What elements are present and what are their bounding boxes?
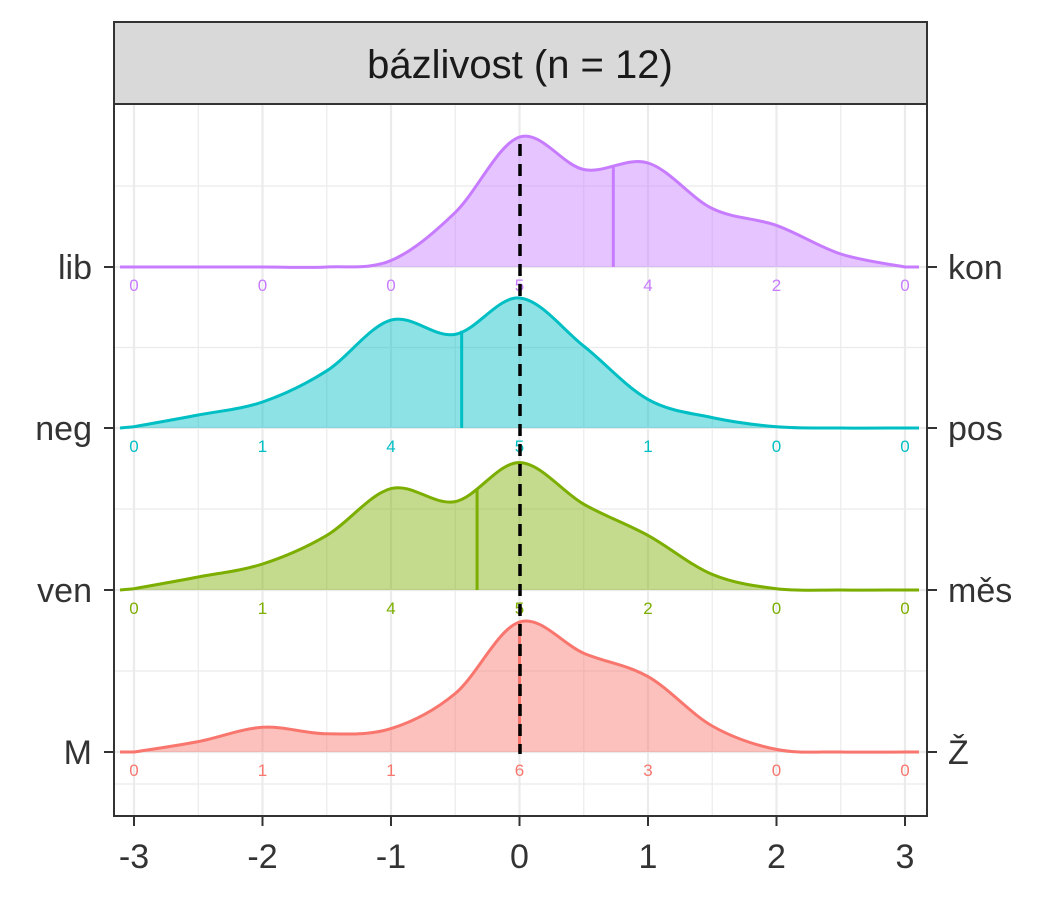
x-tick-label: 0 <box>510 838 529 876</box>
count-label: 1 <box>258 761 267 780</box>
count-label: 1 <box>386 761 395 780</box>
count-label: 0 <box>900 437 909 456</box>
count-label: 3 <box>643 761 652 780</box>
count-label: 0 <box>386 276 395 295</box>
x-tick-label: 2 <box>767 838 786 876</box>
y-label-left: M <box>64 734 92 772</box>
ridge-line <box>119 296 919 430</box>
ridge-lib <box>120 134 919 269</box>
x-tick-label: -2 <box>247 838 277 876</box>
x-tick-label: -3 <box>119 838 149 876</box>
count-label: 0 <box>900 276 909 295</box>
count-label: 0 <box>129 276 138 295</box>
x-axis: -3 -2 -1 0 1 2 3 <box>119 816 915 876</box>
ridge-fill <box>120 297 919 429</box>
count-label: 1 <box>643 437 652 456</box>
y-label-right: kon <box>948 249 1003 287</box>
ridge-line <box>120 134 919 269</box>
count-label: 0 <box>129 599 138 618</box>
count-label: 0 <box>258 276 267 295</box>
count-label: 4 <box>386 437 395 456</box>
count-label: 0 <box>772 599 781 618</box>
count-label: 1 <box>258 437 267 456</box>
count-label: 4 <box>643 276 652 295</box>
y-label-right: pos <box>948 410 1003 448</box>
x-tick-label: 3 <box>896 838 915 876</box>
y-axis: lib kon neg pos ven měs M Ž <box>35 249 1012 772</box>
count-label: 0 <box>129 437 138 456</box>
count-label: 2 <box>643 599 652 618</box>
count-label: 6 <box>515 761 524 780</box>
y-label-right: měs <box>948 572 1012 610</box>
y-label-right: Ž <box>948 734 969 772</box>
strip-background <box>113 21 928 105</box>
count-label: 1 <box>258 599 267 618</box>
ridge-neg <box>119 296 919 430</box>
count-label: 2 <box>772 276 781 295</box>
x-tick-label: -1 <box>376 838 406 876</box>
count-label: 0 <box>772 437 781 456</box>
ridge-line <box>119 461 919 592</box>
count-label: 0 <box>900 599 909 618</box>
x-tick-label: 1 <box>639 838 658 876</box>
y-label-left: lib <box>58 249 92 287</box>
y-label-left: neg <box>35 410 92 448</box>
count-label: 4 <box>386 599 395 618</box>
count-label: 0 <box>129 761 138 780</box>
y-label-left: ven <box>37 572 92 610</box>
chart-title: bázlivost (n = 12) <box>367 43 673 87</box>
count-label: 0 <box>900 761 909 780</box>
ridge-fill <box>120 136 919 268</box>
count-label: 0 <box>772 761 781 780</box>
